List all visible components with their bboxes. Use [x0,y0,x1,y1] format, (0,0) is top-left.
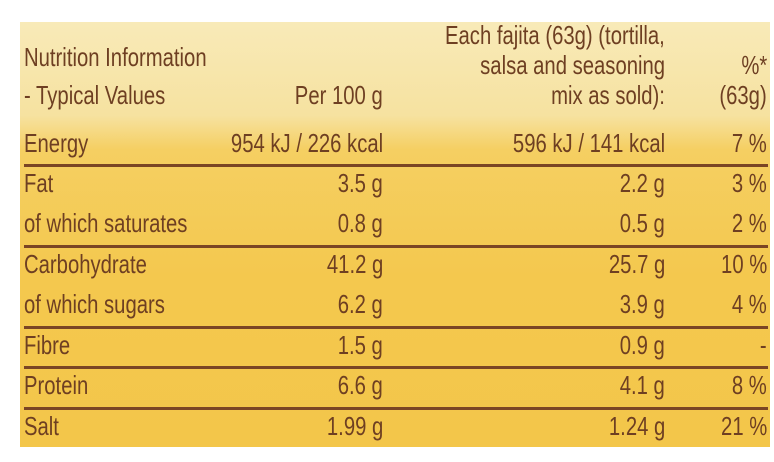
reference-intake-percent: 8 % [732,370,767,400]
per-100g-value: 41.2 g [326,249,383,279]
divider [24,407,768,410]
nutrient-label: of which saturates [24,208,188,238]
table-row: of which saturates 0.8 g 0.5 g 2 % [20,206,770,242]
table-row: of which sugars 6.2 g 3.9 g 4 % [20,287,770,323]
per-100g-value: 6.2 g [337,289,383,319]
reference-intake-percent: 10 % [720,249,767,279]
per-100g-value: 6.6 g [337,370,383,400]
header-per100: Per 100 g [295,80,383,110]
header-title: Nutrition Information [24,42,207,72]
per-serving-value: 3.9 g [619,289,665,319]
per-100g-value: 3.5 g [337,168,383,198]
divider [24,164,768,167]
reference-intake-percent: 21 % [720,411,767,441]
nutrient-label: Carbohydrate [24,249,147,279]
reference-intake-percent: 3 % [732,168,767,198]
header-serving-1: Each fajita (63g) (tortilla, [445,20,665,50]
per-100g-value: 1.99 g [326,411,383,441]
per-serving-value: 0.5 g [619,208,665,238]
table-row: Fat 3.5 g 2.2 g 3 % [20,166,770,202]
table-row: Salt 1.99 g 1.24 g 21 % [20,409,770,445]
divider [24,326,768,329]
header-serving-2: salsa and seasoning [480,50,665,80]
nutrient-label: Energy [24,128,89,158]
per-serving-value: 25.7 g [608,249,665,279]
per-serving-value: 4.1 g [619,370,665,400]
reference-intake-percent: 4 % [732,289,767,319]
nutrient-label: of which sugars [24,289,165,319]
header-ri-1: %* [741,50,767,80]
table-row: Protein 6.6 g 4.1 g 8 % [20,368,770,404]
nutrient-label: Protein [24,370,89,400]
per-100g-value: 0.8 g [337,208,383,238]
header-subtitle: - Typical Values [24,80,166,110]
per-serving-value: 2.2 g [619,168,665,198]
nutrient-label: Fibre [24,330,71,360]
header-ri-2: (63g) [719,80,767,110]
reference-intake-percent: 2 % [732,208,767,238]
table-row: Energy 954 kJ / 226 kcal 596 kJ / 141 kcal… [20,126,770,162]
nutrient-label: Fat [24,168,54,198]
per-serving-value: 596 kJ / 141 kcal [512,128,665,158]
divider [24,245,768,248]
nutrient-label: Salt [24,411,59,441]
reference-intake-percent: - [760,330,767,360]
per-100g-value: 954 kJ / 226 kcal [230,128,383,158]
nutrition-table: Nutrition Information - Typical Values P… [20,20,770,447]
divider [24,366,768,369]
header-row: Nutrition Information - Typical Values P… [20,20,770,122]
per-100g-value: 1.5 g [337,330,383,360]
per-serving-value: 1.24 g [608,411,665,441]
reference-intake-percent: 7 % [732,128,767,158]
table-row: Fibre 1.5 g 0.9 g - [20,328,770,364]
header-serving-3: mix as sold): [551,80,665,110]
per-serving-value: 0.9 g [619,330,665,360]
table-row: Carbohydrate 41.2 g 25.7 g 10 % [20,247,770,283]
